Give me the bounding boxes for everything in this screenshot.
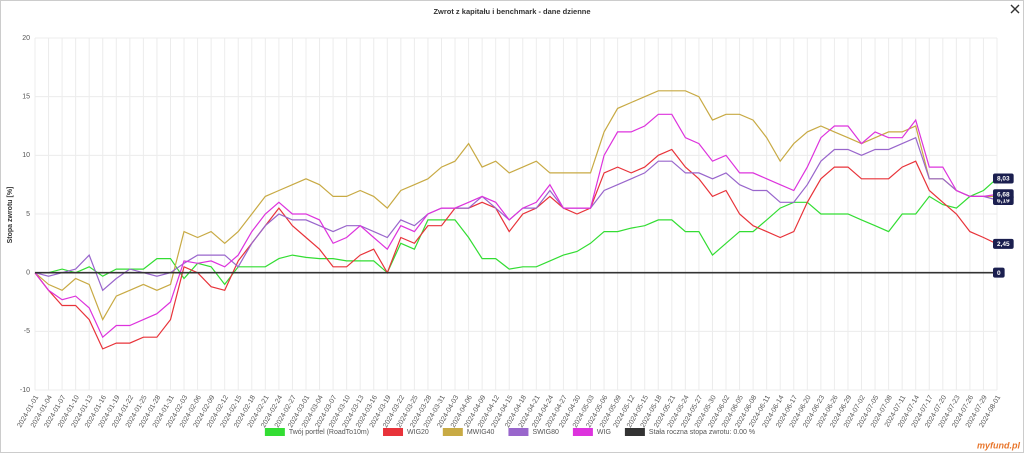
legend-swatch xyxy=(442,428,463,436)
chart-title: Zwrot z kapitału i benchmark - dane dzie… xyxy=(433,7,590,16)
legend: Twój portfel (RoadTo10m) WIG20 MWIG40 SWIG8… xyxy=(264,428,755,436)
y-tick-label: 5 xyxy=(26,211,30,218)
series-line xyxy=(35,177,998,286)
end-label-text: 6,68 xyxy=(997,192,1010,199)
legend-label: WIG xyxy=(597,429,611,436)
expand-icon[interactable] xyxy=(1010,4,1020,14)
end-label-box xyxy=(993,189,1014,200)
end-label-text: 0 xyxy=(997,270,1001,277)
fullscreen-icon[interactable] xyxy=(1010,4,1020,14)
brand-logo: myfund.pl xyxy=(977,440,1020,450)
legend-label: Stała roczna stopa zwrotu: 0.00 % xyxy=(649,429,755,436)
end-label-text: 6,19 xyxy=(997,197,1010,204)
legend-swatch xyxy=(508,428,529,436)
y-tick-label: -5 xyxy=(24,328,30,335)
legend-label: WIG20 xyxy=(407,429,429,436)
end-label-text: 2,45 xyxy=(997,241,1010,248)
legend-item: SWIG80 xyxy=(508,428,559,436)
legend-label: Twój portfel (RoadTo10m) xyxy=(289,429,369,436)
legend-item: WIG20 xyxy=(383,428,429,436)
y-tick-label: -10 xyxy=(20,387,30,394)
end-label-text: 8,03 xyxy=(997,176,1010,183)
end-label: 2,45 xyxy=(993,238,1014,249)
legend-swatch xyxy=(624,428,645,436)
legend-label: MWIG40 xyxy=(467,429,495,436)
end-label: 0 xyxy=(993,267,1005,278)
y-tick-label: 0 xyxy=(26,270,30,277)
end-label: 8,03 xyxy=(993,173,1014,184)
y-axis-title: Stopa zwrotu [%] xyxy=(7,187,14,244)
y-tick-label: 20 xyxy=(22,35,30,42)
series-line xyxy=(34,90,997,321)
legend-item: Twój portfel (RoadTo10m) xyxy=(264,428,369,436)
series-line xyxy=(34,148,998,350)
end-label-box xyxy=(993,238,1014,249)
legend-item: Stała roczna stopa zwrotu: 0.00 % xyxy=(624,428,755,436)
end-label-box xyxy=(993,267,1005,278)
legend-item: MWIG40 xyxy=(442,428,495,436)
legend-item: WIG xyxy=(572,428,611,436)
legend-swatch xyxy=(264,428,285,436)
y-tick-label: 15 xyxy=(22,94,30,101)
end-label-box xyxy=(993,173,1014,184)
legend-label: SWIG80 xyxy=(532,429,559,436)
legend-swatch xyxy=(572,428,593,436)
y-tick-label: 10 xyxy=(22,152,30,159)
legend-swatch xyxy=(383,428,404,436)
end-label: 6,68 xyxy=(993,189,1014,200)
series-line xyxy=(34,113,998,339)
